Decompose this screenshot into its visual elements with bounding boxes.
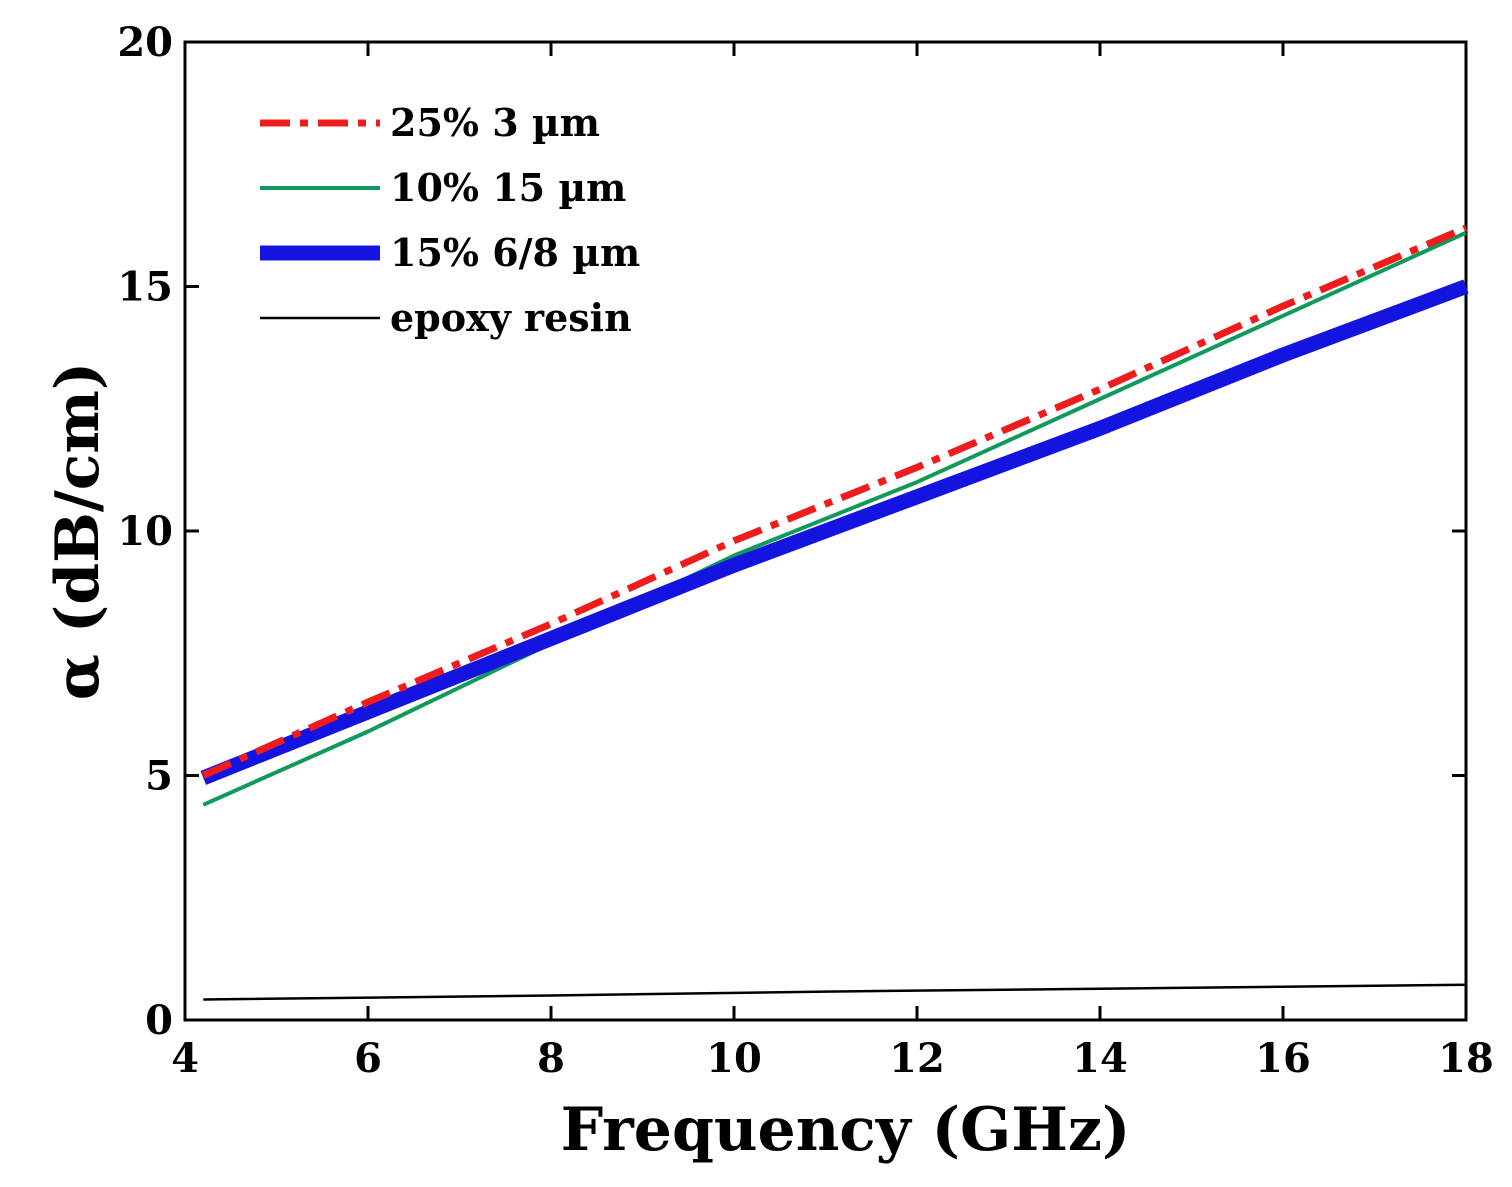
series-line-3	[203, 983, 1467, 1001]
x-tick-label: 16	[1255, 1035, 1311, 1082]
tick-labels: 4 6 8 10 12 14 16 18 0 5 10 15 20	[117, 19, 1494, 1082]
x-tick-label: 6	[354, 1035, 382, 1082]
x-tick-label: 4	[171, 1035, 199, 1082]
y-axis-title: α (dB/cm)	[43, 362, 113, 700]
x-tick-label: 8	[537, 1035, 565, 1082]
x-tick-label: 12	[889, 1035, 945, 1082]
series-line-0	[201, 224, 1468, 779]
series-layer	[200, 224, 1469, 1001]
y-tick-label: 15	[117, 264, 173, 311]
series-line-2	[200, 279, 1469, 785]
legend-label-1: 10% 15 µm	[390, 165, 626, 210]
x-tick-label: 10	[706, 1035, 762, 1082]
y-tick-label: 5	[145, 753, 173, 800]
y-tick-label: 20	[117, 19, 173, 66]
legend-label-0: 25% 3 µm	[390, 100, 600, 145]
x-tick-label: 14	[1072, 1035, 1128, 1082]
series-line-1	[202, 230, 1467, 807]
legend: 25% 3 µm 10% 15 µm 15% 6/8 µm epoxy resin	[260, 100, 640, 340]
y-tick-label: 10	[117, 508, 173, 555]
x-tick-label: 18	[1438, 1035, 1494, 1082]
y-tick-label: 0	[145, 997, 173, 1044]
x-axis-title: Frequency (GHz)	[561, 1095, 1131, 1165]
legend-label-3: epoxy resin	[390, 295, 632, 340]
legend-label-2: 15% 6/8 µm	[390, 230, 640, 275]
